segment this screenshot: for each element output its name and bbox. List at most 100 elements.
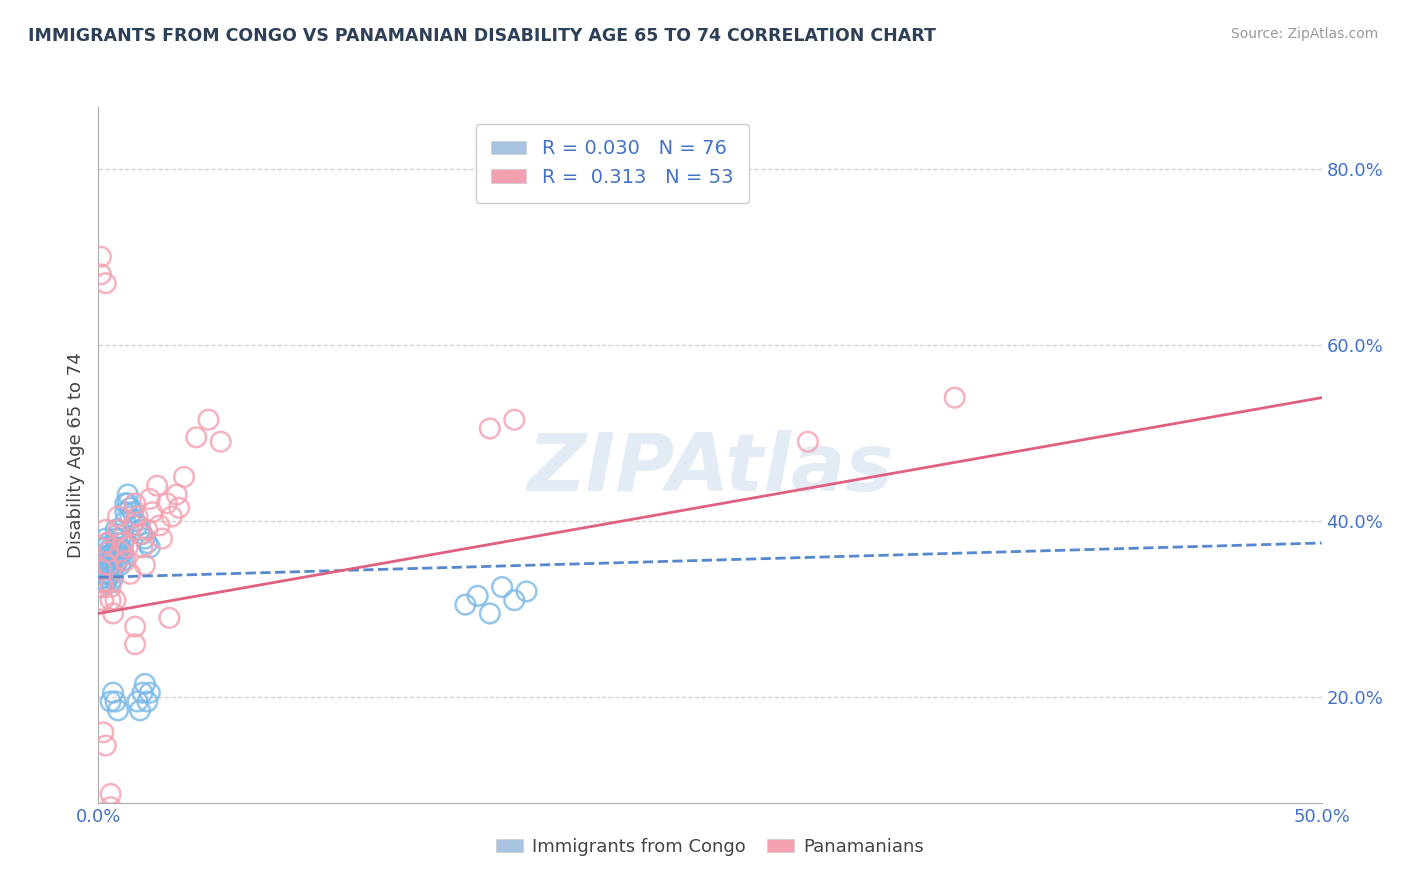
Point — [467, 589, 489, 603]
Point — [134, 558, 156, 572]
Point — [100, 541, 122, 555]
Point — [101, 686, 124, 700]
Point — [104, 694, 127, 708]
Point — [100, 566, 122, 581]
Point — [100, 549, 122, 564]
Point — [97, 545, 120, 559]
Point — [97, 536, 120, 550]
Point — [94, 575, 117, 590]
Point — [97, 562, 120, 576]
Point — [107, 545, 129, 559]
Point — [110, 545, 132, 559]
Point — [94, 532, 117, 546]
Point — [478, 421, 501, 435]
Point — [110, 558, 132, 572]
Point — [120, 500, 142, 515]
Point — [129, 703, 152, 717]
Point — [110, 541, 132, 555]
Text: IMMIGRANTS FROM CONGO VS PANAMANIAN DISABILITY AGE 65 TO 74 CORRELATION CHART: IMMIGRANTS FROM CONGO VS PANAMANIAN DISA… — [28, 27, 936, 45]
Point — [124, 496, 146, 510]
Point — [131, 541, 153, 555]
Point — [100, 575, 122, 590]
Point — [94, 549, 117, 564]
Point — [209, 434, 232, 449]
Point — [91, 541, 114, 555]
Point — [94, 276, 117, 290]
Point — [134, 677, 156, 691]
Point — [90, 562, 112, 576]
Point — [146, 479, 169, 493]
Point — [491, 580, 513, 594]
Point — [107, 523, 129, 537]
Point — [107, 553, 129, 567]
Point — [156, 496, 179, 510]
Point — [107, 509, 129, 524]
Point — [478, 607, 501, 621]
Point — [139, 491, 162, 506]
Text: Source: ZipAtlas.com: Source: ZipAtlas.com — [1230, 27, 1378, 41]
Point — [121, 518, 143, 533]
Point — [107, 703, 129, 717]
Point — [111, 553, 134, 567]
Point — [104, 549, 127, 564]
Point — [121, 505, 143, 519]
Point — [129, 523, 152, 537]
Y-axis label: Disability Age 65 to 74: Disability Age 65 to 74 — [66, 352, 84, 558]
Point — [104, 523, 127, 537]
Point — [94, 523, 117, 537]
Point — [100, 580, 122, 594]
Point — [101, 607, 124, 621]
Point — [100, 593, 122, 607]
Point — [127, 509, 149, 524]
Point — [100, 800, 122, 814]
Point — [131, 527, 153, 541]
Point — [90, 553, 112, 567]
Point — [515, 584, 537, 599]
Point — [454, 598, 477, 612]
Point — [136, 536, 159, 550]
Point — [104, 532, 127, 546]
Point — [120, 566, 142, 581]
Point — [90, 571, 112, 585]
Point — [797, 434, 820, 449]
Point — [124, 514, 146, 528]
Point — [141, 505, 163, 519]
Point — [114, 505, 136, 519]
Point — [94, 558, 117, 572]
Point — [160, 509, 183, 524]
Legend: Immigrants from Congo, Panamanians: Immigrants from Congo, Panamanians — [489, 831, 931, 863]
Point — [94, 566, 117, 581]
Point — [166, 487, 188, 501]
Point — [110, 532, 132, 546]
Point — [90, 562, 112, 576]
Point — [104, 558, 127, 572]
Point — [90, 575, 112, 590]
Point — [91, 580, 114, 594]
Point — [114, 514, 136, 528]
Point — [173, 470, 195, 484]
Point — [111, 536, 134, 550]
Point — [139, 686, 162, 700]
Point — [91, 566, 114, 581]
Point — [150, 532, 173, 546]
Point — [91, 593, 114, 607]
Point — [91, 575, 114, 590]
Point — [101, 562, 124, 576]
Point — [100, 787, 122, 801]
Point — [117, 496, 139, 510]
Point — [110, 549, 132, 564]
Point — [100, 694, 122, 708]
Point — [197, 413, 219, 427]
Point — [90, 250, 112, 264]
Point — [107, 527, 129, 541]
Point — [94, 739, 117, 753]
Point — [111, 545, 134, 559]
Point — [107, 536, 129, 550]
Point — [186, 430, 208, 444]
Point — [94, 541, 117, 555]
Point — [114, 553, 136, 567]
Point — [503, 413, 526, 427]
Point — [131, 686, 153, 700]
Point — [117, 541, 139, 555]
Point — [134, 532, 156, 546]
